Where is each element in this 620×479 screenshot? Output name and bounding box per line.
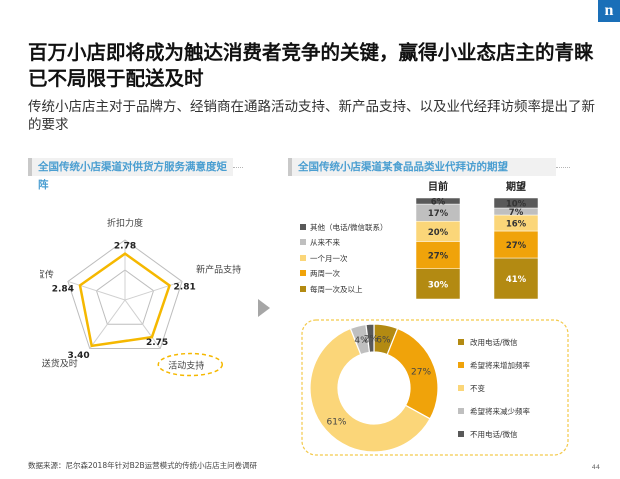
legend-label: 改用电话/微信 bbox=[470, 337, 518, 347]
legend-swatch bbox=[300, 255, 306, 261]
legend-swatch bbox=[458, 408, 464, 414]
radar-spoke bbox=[89, 299, 126, 349]
bar-data-label: 20% bbox=[428, 228, 449, 238]
legend-swatch bbox=[458, 385, 464, 391]
donut-chart: 6% 27% 61% 4%2% 改用电话/微信希望将来增加频率不变希望将来减少频率不用电… bbox=[301, 319, 569, 456]
bar-segment bbox=[493, 197, 539, 209]
bar-data-label: 6% bbox=[431, 198, 446, 208]
legend-label: 两周一次 bbox=[310, 268, 340, 278]
legend-label: 其他（电话/微信联系） bbox=[310, 222, 388, 232]
legend-label: 不变 bbox=[470, 383, 485, 393]
legend-label: 每周一次及以上 bbox=[310, 284, 363, 294]
donut-data-label: 4% bbox=[354, 336, 369, 346]
legend-swatch bbox=[458, 431, 464, 437]
bar-data-label: 10% bbox=[506, 200, 527, 210]
radar-series-line bbox=[78, 252, 172, 348]
donut-data-label: 2% bbox=[364, 335, 379, 345]
header-divider bbox=[233, 167, 243, 168]
legend-label: 从来不来 bbox=[310, 238, 340, 247]
brand-logo: n bbox=[598, 0, 620, 22]
legend-swatch bbox=[458, 339, 464, 345]
donut-slice bbox=[365, 323, 375, 353]
legend-label: 不用电话/微信 bbox=[470, 429, 518, 439]
legend-swatch bbox=[300, 224, 306, 230]
stacked-bar-chart: 目前 30% 27% 20% 17%6% 期望 41% 27% 16% 7%10% 每周一次及以上两… bbox=[300, 180, 539, 300]
bar-data-label: 16% bbox=[506, 220, 527, 230]
bar-data-label: 17% bbox=[428, 209, 449, 219]
bar-segment bbox=[493, 230, 539, 259]
radar-spoke bbox=[124, 280, 183, 301]
legend-swatch bbox=[300, 286, 306, 292]
donut-panel-frame bbox=[301, 319, 569, 456]
header-divider bbox=[556, 167, 570, 168]
bar-panel-title: 全国传统小店渠道某食品品类业代拜访的期望 bbox=[288, 158, 556, 176]
radar-data-label: 2.84 bbox=[52, 284, 74, 294]
highlight-circle bbox=[157, 352, 224, 377]
page-title: 百万小店即将成为触达消费者竞争的关键，赢得小业态店主的青睐已不局限于配送及时 bbox=[28, 41, 594, 90]
radar-grid bbox=[95, 269, 155, 325]
bar-segment bbox=[415, 197, 461, 205]
donut-data-label: 6% bbox=[376, 335, 391, 345]
bar-data-label: 27% bbox=[428, 252, 449, 262]
legend-swatch bbox=[458, 362, 464, 368]
legend-label: 希望将来增加频率 bbox=[470, 360, 530, 370]
radar-axis-label: 新产品支持 bbox=[196, 263, 241, 275]
page-number: 44 bbox=[591, 463, 600, 471]
bar-category-label: 期望 bbox=[506, 180, 526, 193]
bar-segment bbox=[415, 241, 461, 269]
bar-data-label: 27% bbox=[506, 241, 527, 251]
bar-data-label: 7% bbox=[509, 208, 524, 218]
donut-slice bbox=[309, 327, 431, 453]
source-note: 数据来源：尼尔森2018年针对B2B运营模式的传统小店店主问卷调研 bbox=[28, 461, 258, 470]
page-subtitle: 传统小店店主对于品牌方、经销商在通路活动支持、新产品支持、以及业代经拜访频率提出… bbox=[28, 99, 595, 133]
legend-swatch bbox=[300, 239, 306, 245]
radar-axis-label: 送货及时 bbox=[42, 358, 78, 370]
bar-data-label: 30% bbox=[428, 280, 449, 290]
bar-category-label: 目前 bbox=[428, 180, 448, 193]
radar-axis-label: 品牌宣传 bbox=[40, 268, 54, 280]
radar-panel-title: 全国传统小店渠道对供货方服务满意度矩阵 bbox=[28, 158, 233, 191]
arrow-right-icon bbox=[258, 299, 270, 317]
donut-data-label: 27% bbox=[411, 368, 431, 378]
legend-label: 一个月一次 bbox=[310, 253, 348, 263]
radar-grid bbox=[67, 239, 183, 350]
radar-spoke bbox=[67, 280, 126, 301]
radar-data-label: 2.75 bbox=[146, 338, 168, 348]
legend-label: 希望将来减少频率 bbox=[470, 406, 530, 416]
radar-spoke bbox=[124, 299, 161, 349]
radar-axis-label: 折扣力度 bbox=[107, 217, 143, 229]
radar-data-label: 2.81 bbox=[174, 283, 196, 293]
legend-swatch bbox=[300, 270, 306, 276]
bar-segment bbox=[493, 257, 539, 300]
donut-data-label: 61% bbox=[326, 418, 346, 428]
bar-data-label: 41% bbox=[506, 275, 527, 285]
radar-data-label: 2.78 bbox=[114, 242, 136, 252]
radar-data-label: 3.40 bbox=[67, 351, 89, 361]
radar-axis-label: 活动支持 bbox=[168, 360, 204, 372]
